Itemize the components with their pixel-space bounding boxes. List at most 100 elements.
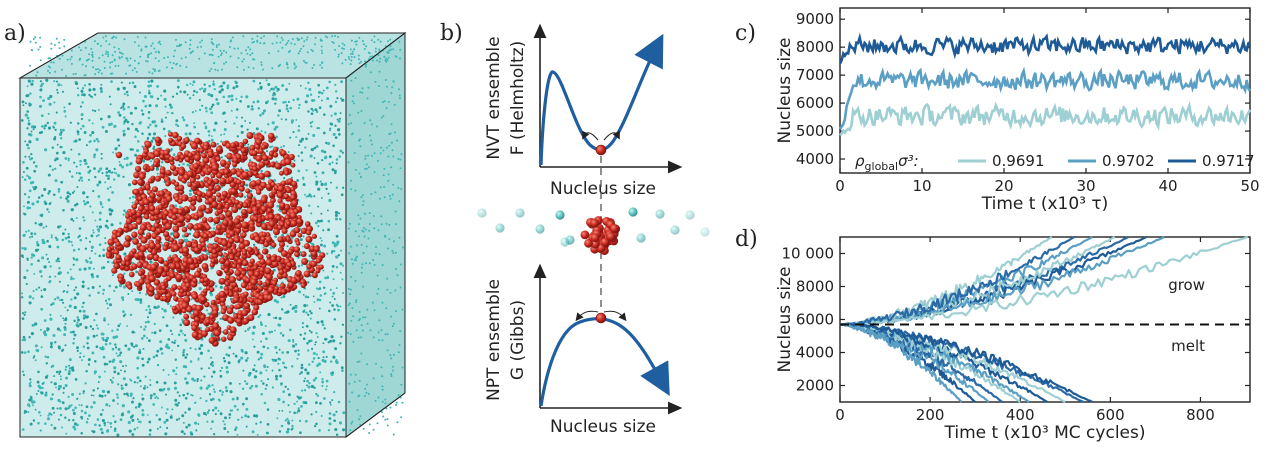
fluid-particle	[99, 69, 101, 72]
fluid-particle	[262, 109, 267, 113]
fluid-particle	[229, 55, 232, 58]
fluid-particle	[131, 195, 135, 199]
fluid-particle	[260, 323, 263, 326]
nucleus-particle	[236, 154, 242, 160]
fluid-particle	[91, 122, 94, 125]
fluid-particle	[240, 167, 243, 170]
fluid-particle	[102, 288, 106, 292]
fluid-particle	[155, 51, 157, 53]
fluid-particle	[136, 35, 139, 38]
fluid-particle	[46, 208, 49, 211]
nucleus-particle	[290, 219, 298, 227]
fluid-particle	[360, 336, 363, 339]
fluid-particle	[125, 156, 129, 160]
fluid-particle	[184, 411, 187, 414]
fluid-particle	[357, 235, 360, 238]
fluid-particle	[364, 65, 367, 68]
fluid-particle	[349, 429, 352, 432]
fluid-particle	[197, 413, 200, 416]
fluid-particle	[318, 307, 321, 310]
fluid-particle	[105, 52, 107, 55]
nucleus-particle	[172, 131, 179, 139]
fluid-particle	[256, 100, 260, 103]
fluid-particle	[384, 234, 386, 237]
fluid-particle	[106, 336, 109, 340]
fluid-particle	[320, 49, 323, 52]
fluid-particle	[277, 209, 280, 212]
fluid-particle	[342, 292, 344, 294]
fluid-particle	[176, 391, 179, 394]
fluid-particle	[80, 404, 83, 407]
fluid-particle	[92, 401, 96, 405]
fluid-particle	[329, 122, 333, 126]
fluid-particle	[208, 393, 212, 396]
fluid-particle	[377, 396, 380, 399]
fluid-particle	[136, 418, 139, 421]
fluid-particle	[104, 129, 108, 134]
nucleus-particle	[173, 296, 178, 302]
fluid-particle	[118, 348, 121, 351]
fluid-particle	[158, 40, 161, 43]
fluid-particle	[397, 157, 400, 160]
fluid-particle	[215, 98, 218, 101]
fluid-particle	[338, 117, 342, 120]
fluid-particle	[134, 153, 138, 157]
nucleus-particle	[276, 191, 284, 199]
fluid-particle	[300, 151, 304, 154]
fluid-particle	[221, 393, 224, 396]
fluid-particle	[185, 353, 189, 356]
fluid-particle	[382, 415, 385, 418]
plot-frame	[839, 7, 1251, 174]
fluid-particle	[334, 217, 338, 221]
fluid-particle	[331, 265, 335, 268]
fluid-particle	[317, 225, 320, 228]
nucleus-particle	[230, 142, 237, 149]
nucleus-particle	[233, 313, 239, 319]
fluid-particle	[225, 51, 228, 54]
fluid-particle	[383, 185, 385, 188]
fluid-particle	[221, 68, 224, 71]
nucleus-particle	[148, 275, 156, 283]
fluid-particle	[376, 59, 379, 62]
fluid-particle	[382, 174, 385, 177]
fluid-particle	[103, 362, 107, 366]
fluid-particle	[164, 116, 167, 119]
fluid-particle	[102, 355, 106, 359]
fluid-particle	[129, 394, 133, 397]
fluid-particle	[169, 105, 173, 109]
fluid-particle	[309, 195, 313, 198]
nucleus-particle	[213, 151, 219, 158]
fluid-particle	[286, 245, 289, 248]
nucleus-particle	[305, 229, 312, 236]
fluid-particle	[306, 51, 309, 54]
fluid-particle	[232, 36, 234, 39]
fluid-particle	[349, 52, 352, 55]
fluid-particle	[324, 276, 327, 280]
fluid-particle	[71, 330, 75, 334]
nucleus-particle	[294, 251, 301, 258]
fluid-particle	[119, 418, 123, 421]
nucleus-particle	[179, 288, 185, 294]
fluid-particle	[130, 342, 134, 346]
fluid-particle	[85, 260, 89, 264]
fluid-particle	[259, 421, 262, 424]
fluid-particle	[260, 37, 263, 39]
fluid-particle	[144, 325, 147, 328]
fluid-particle	[107, 174, 110, 178]
fluid-particle	[208, 134, 211, 137]
fluid-particle	[399, 286, 402, 289]
fluid-particle	[304, 368, 308, 372]
fluid-particle	[139, 55, 142, 58]
fluid-particle	[74, 406, 77, 410]
fluid-particle	[170, 147, 173, 150]
fluid-particle	[361, 266, 363, 269]
nucleus-particle	[201, 330, 208, 337]
fluid-particle	[187, 407, 191, 411]
fluid-particle	[189, 82, 192, 85]
fluid-particle	[155, 395, 158, 398]
fluid-particle	[236, 433, 239, 436]
x-tick-label: 200	[916, 406, 945, 424]
fluid-particle	[293, 43, 296, 46]
nucleus-particle	[189, 263, 196, 271]
fluid-particle	[36, 240, 39, 243]
